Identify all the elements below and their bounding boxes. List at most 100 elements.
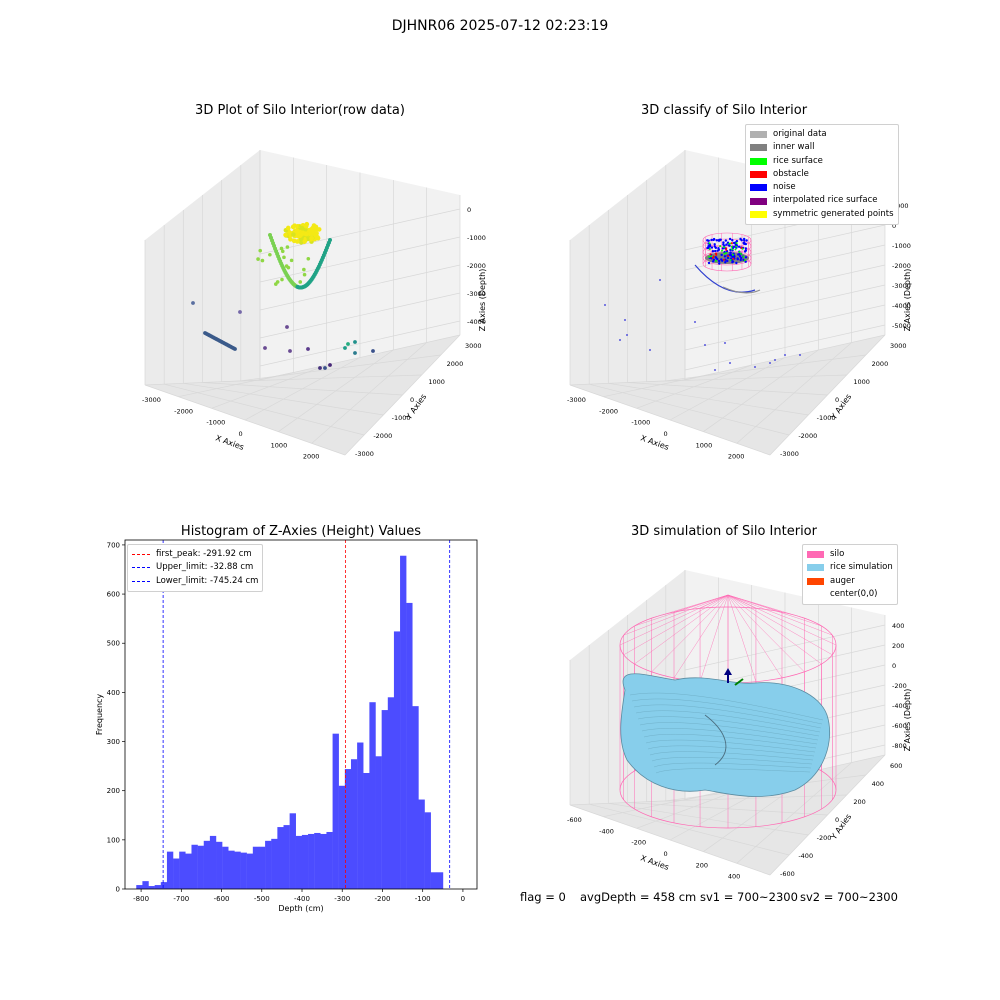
y-tick-label: 0 — [116, 886, 120, 894]
noise-point — [710, 246, 714, 249]
legend-label: symmetric generated points — [773, 208, 894, 219]
noise-point — [711, 250, 715, 253]
noise-point — [728, 253, 731, 257]
raw-point — [318, 366, 322, 370]
silo-roof-wire — [727, 594, 833, 636]
histogram-bar — [240, 852, 247, 889]
raw-point — [238, 310, 242, 314]
noise-point — [712, 237, 716, 241]
histogram-bar — [246, 853, 254, 889]
x-tick-label: -1000 — [631, 419, 650, 427]
noise-point — [649, 349, 651, 351]
noise-point — [626, 334, 628, 336]
noise-point — [724, 342, 726, 344]
y-tick-label: 100 — [107, 836, 120, 844]
obstacle-point — [725, 247, 728, 250]
noise-point — [738, 255, 742, 258]
noise-point — [619, 339, 621, 341]
y-tick-label: -3000 — [355, 450, 374, 458]
z-grid — [259, 264, 461, 311]
noise-point — [799, 354, 801, 356]
rice-point — [708, 255, 711, 258]
noise-point — [722, 241, 725, 244]
silo-roof-wire — [699, 594, 729, 682]
raw-point — [323, 366, 327, 370]
obstacle-point — [723, 258, 726, 261]
histogram-bar — [209, 835, 217, 889]
z-grid — [259, 208, 461, 255]
z-tick-label: -3000 — [467, 290, 486, 298]
obstacle-point — [732, 257, 735, 260]
legend-entry: obstacle — [750, 168, 894, 181]
rice-point — [735, 242, 738, 245]
legend-entry: noise — [750, 181, 894, 194]
legend-swatch — [750, 197, 767, 205]
status-avg-depth: avgDepth = 458 cm — [580, 890, 697, 904]
z-grid — [684, 244, 886, 291]
z-axis-label: Z Axies (Depth) — [903, 269, 912, 332]
rice-point — [723, 252, 726, 255]
y-tick-label: 400 — [872, 780, 884, 788]
noise-point — [740, 256, 743, 260]
raw-point — [303, 231, 309, 237]
histogram-bar — [400, 555, 407, 889]
histogram-bar — [363, 772, 370, 889]
panel1-3d-raw-scatter: -4000 -3000 -2000 -1000 0 -3000 -2000 -1000 0 100… — [142, 150, 487, 465]
raw-point — [328, 238, 332, 242]
x-tick-label: 1000 — [696, 441, 713, 449]
legend-label: rice simulation — [830, 562, 893, 573]
histogram-bar — [265, 840, 272, 889]
rice-point — [731, 253, 734, 256]
noise-point — [738, 253, 741, 256]
legend-entry: rice surface — [750, 155, 894, 168]
noise-point — [707, 246, 710, 249]
original-curve — [722, 286, 761, 294]
surface-mesh — [635, 710, 821, 733]
z-grid — [259, 292, 461, 339]
noise-point — [729, 251, 732, 255]
legend-entry: rice simulation — [807, 561, 893, 574]
x-tick-label: 3000 — [760, 464, 777, 465]
histogram-bar — [424, 812, 431, 889]
x-tick-label: 3000 — [335, 464, 352, 465]
x-tick-label: 200 — [696, 861, 708, 869]
noise-point — [739, 258, 742, 262]
legend-swatch — [750, 184, 767, 192]
histogram-bar — [295, 835, 303, 889]
surface-mesh — [647, 745, 815, 757]
histogram-bar — [185, 853, 192, 889]
rice-simulation-surface — [620, 673, 831, 797]
rice-point — [708, 248, 711, 251]
x-axis-label: Depth (cm) — [278, 904, 323, 913]
raw-point — [371, 349, 375, 353]
noise-point — [735, 261, 738, 265]
z-tick-label: 200 — [892, 642, 904, 650]
silo-roof-wire — [727, 594, 805, 673]
histogram-bar — [222, 846, 229, 889]
obstacle-point — [709, 253, 712, 256]
x-tick-label: -800 — [133, 895, 149, 903]
raw-point — [289, 258, 294, 263]
legend-label: inner wall — [773, 142, 815, 153]
raw-point — [191, 301, 195, 305]
x-tick-label: -700 — [173, 895, 189, 903]
rice-point — [740, 252, 743, 255]
histogram-bar — [289, 813, 296, 889]
raw-point — [328, 363, 332, 367]
legend-label: auger — [830, 575, 855, 586]
histogram-bar — [160, 882, 168, 889]
rice-point — [728, 242, 731, 245]
noise-point — [725, 243, 728, 246]
z-grid — [259, 236, 461, 283]
y-tick-label: 3000 — [890, 342, 907, 350]
noise-point — [713, 243, 716, 246]
status-flag: flag = 0 — [520, 890, 566, 904]
legend-line — [132, 554, 150, 556]
x-tick-label: -300 — [334, 895, 350, 903]
noise-curve — [694, 264, 756, 293]
z-tick-label: -3000 — [892, 282, 911, 290]
x-tick-label: -200 — [375, 895, 391, 903]
raw-point — [280, 277, 284, 282]
raw-point — [298, 240, 304, 245]
